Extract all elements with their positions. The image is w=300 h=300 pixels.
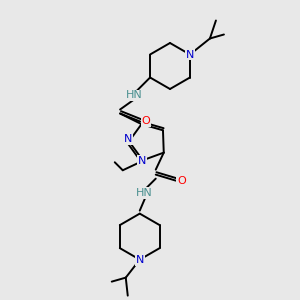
Text: HN: HN: [126, 91, 142, 100]
Text: HN: HN: [135, 188, 152, 198]
Text: O: O: [142, 116, 151, 127]
Text: N: N: [124, 134, 132, 144]
Text: O: O: [177, 176, 186, 186]
Text: N: N: [136, 255, 144, 265]
Text: N: N: [186, 50, 194, 59]
Text: N: N: [138, 156, 146, 166]
